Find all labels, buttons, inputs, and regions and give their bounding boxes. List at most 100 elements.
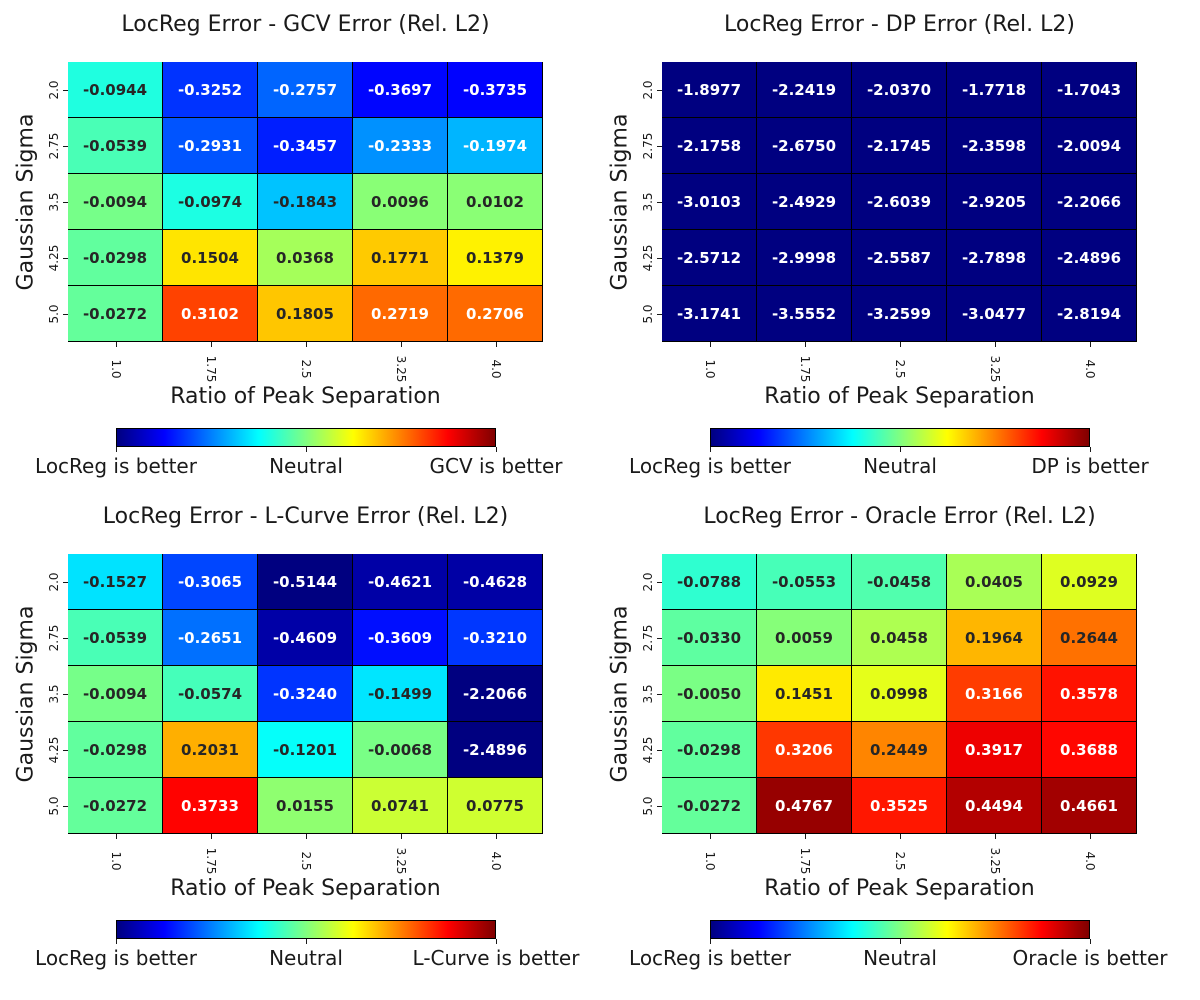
y-tick-mark [63,638,68,639]
y-axis-label: Gaussian Sigma [607,605,633,783]
y-tick-label: 2.0 [641,80,655,100]
y-axis-label: Gaussian Sigma [13,605,39,783]
heatmap-cell: 0.3733 [163,778,258,834]
heatmap-cell: -2.2419 [757,62,852,118]
colorbar-label: L-Curve is better [412,946,580,970]
x-tick-label: 4.0 [488,851,503,871]
heatmap-cell: -0.0539 [68,118,163,174]
heatmap-cell: 0.1451 [757,666,852,722]
x-tick-mark [115,342,117,347]
heatmap-cell: 0.1379 [448,230,543,286]
x-tick-label: 1.75 [797,847,812,875]
heatmap-cell: -2.5587 [852,230,947,286]
heatmap-cell: 0.4661 [1042,778,1137,834]
x-tick-mark [709,834,711,839]
y-tick-mark [63,258,68,259]
heatmap-cell: -0.0272 [662,778,757,834]
heatmap-cell: -3.0103 [662,174,757,230]
x-tick-label: 3.25 [393,355,408,383]
heatmap-cell: 0.1504 [163,230,258,286]
heatmap-cell: 0.0458 [852,610,947,666]
heatmap-cell: 0.0405 [947,554,1042,610]
colorbar-label: Oracle is better [1012,946,1168,970]
colorbar-tick [116,939,117,944]
colorbar-tick [1090,939,1091,944]
heatmap-grid: -0.0944 -0.3252 -0.2757 -0.3697 -0.3735 -0.05… [68,62,543,342]
y-tick-label: 4.25 [47,736,61,764]
y-tick-label: 5.0 [641,796,655,816]
x-tick-mark [305,834,307,839]
heatmap-cell: -0.4609 [258,610,353,666]
heatmap-cell: -0.0458 [852,554,947,610]
y-tick-mark [657,638,662,639]
heatmap-cell: -3.2599 [852,286,947,342]
colorbar-label: Neutral [269,454,343,478]
x-tick-label: 4.0 [488,359,503,379]
y-tick-label: 3.5 [641,684,655,704]
heatmap-cell: -0.0094 [68,174,163,230]
x-tick-label: 3.25 [987,355,1002,383]
heatmap-cell: 0.2031 [163,722,258,778]
y-tick-label: 3.5 [641,192,655,212]
y-tick-mark [63,90,68,91]
y-tick-label: 4.25 [641,244,655,272]
heatmap-cell: -0.0944 [68,62,163,118]
heatmap-cell: -2.3598 [947,118,1042,174]
x-tick-mark [899,342,901,347]
colorbar-label: GCV is better [429,454,563,478]
heatmap-cell: 0.0929 [1042,554,1137,610]
heatmap-cell: 0.0059 [757,610,852,666]
heatmap-grid: -0.1527 -0.3065 -0.5144 -0.4621 -0.4628 -0.05… [68,554,543,834]
heatmap-cell: 0.2449 [852,722,947,778]
heatmap-cell: -0.0298 [662,722,757,778]
heatmap-cell: -0.3457 [258,118,353,174]
y-tick-label: 2.75 [47,132,61,160]
heatmap-cell: -0.0974 [163,174,258,230]
x-tick-label: 1.75 [203,355,218,383]
y-tick-label: 2.0 [47,572,61,592]
colorbar-label: LocReg is better [629,946,791,970]
y-tick-label: 2.0 [641,572,655,592]
heatmap-cell: 0.1964 [947,610,1042,666]
heatmap-cell: -0.0068 [353,722,448,778]
heatmap-cell: 0.3206 [757,722,852,778]
y-tick-mark [63,750,68,751]
heatmap-cell: -0.0788 [662,554,757,610]
heatmap-cell: -2.6750 [757,118,852,174]
heatmap-cell: -2.8194 [1042,286,1137,342]
y-tick-label: 4.25 [47,244,61,272]
y-tick-label: 2.75 [641,132,655,160]
colorbar-label: LocReg is better [35,454,197,478]
heatmap-cell: -2.0370 [852,62,947,118]
heatmap-cell: -0.2931 [163,118,258,174]
heatmap-cell: -0.5144 [258,554,353,610]
y-tick-mark [63,806,68,807]
heatmap-cell: -0.2651 [163,610,258,666]
heatmap-cell: 0.4494 [947,778,1042,834]
heatmap-cell: -2.2066 [1042,174,1137,230]
y-tick-mark [657,146,662,147]
heatmap-cell: 0.2706 [448,286,543,342]
colorbar [710,428,1090,447]
x-tick-mark [400,834,402,839]
colorbar-tick [306,447,307,452]
colorbar-label: LocReg is better [629,454,791,478]
heatmap-cell: -3.0477 [947,286,1042,342]
x-tick-mark [305,342,307,347]
chart-title: LocReg Error - L-Curve Error (Rel. L2) [102,504,509,529]
heatmap-cell: -0.2333 [353,118,448,174]
heatmap-cell: -3.1741 [662,286,757,342]
x-tick-mark [400,342,402,347]
heatmap-cell: -0.0539 [68,610,163,666]
heatmap-cell: -0.3735 [448,62,543,118]
y-tick-mark [63,202,68,203]
heatmap-cell: -2.0094 [1042,118,1137,174]
y-tick-label: 3.5 [47,684,61,704]
y-tick-mark [63,694,68,695]
x-tick-label: 2.5 [892,359,907,379]
x-tick-label: 3.25 [393,847,408,875]
y-tick-mark [63,582,68,583]
colorbar-tick [116,447,117,452]
heatmap-cell: -2.4929 [757,174,852,230]
colorbar-label: Neutral [269,946,343,970]
